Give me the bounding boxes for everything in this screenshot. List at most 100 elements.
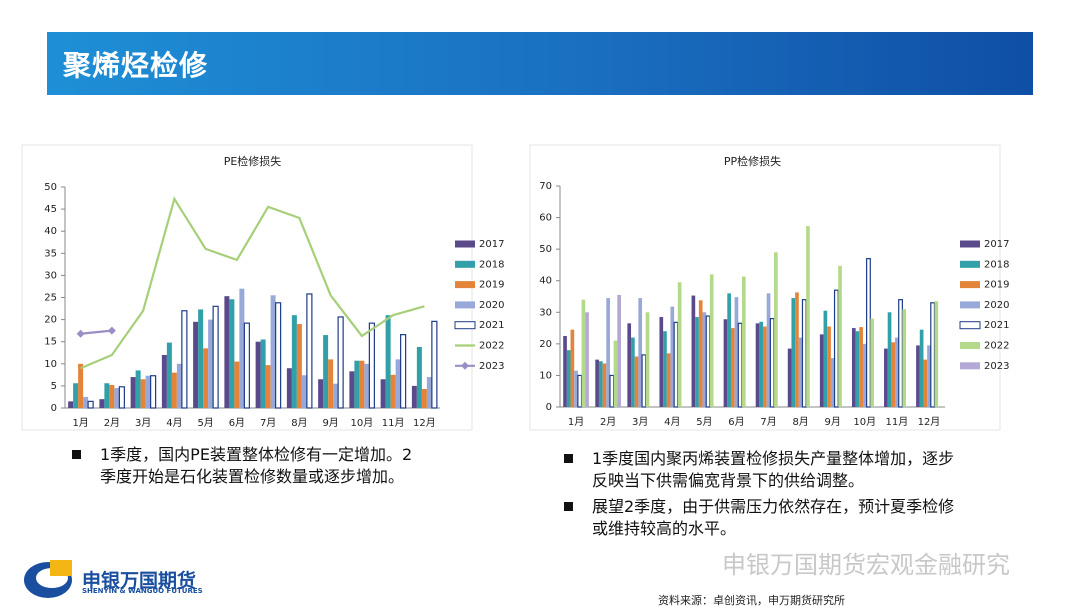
y-tick-label: 0 — [546, 402, 552, 413]
bar — [306, 293, 313, 409]
bar — [171, 372, 177, 408]
x-tick-label: 2月 — [104, 417, 120, 429]
y-tick-label: 40 — [539, 276, 552, 287]
bar — [916, 345, 920, 407]
bar — [659, 317, 664, 407]
charts: PE检修损失 0 5 10 15 20 25 30 35 40 45 50 1月 2月 3月 4月 5月 6月 7月… — [21, 144, 1009, 431]
bar — [135, 370, 141, 408]
y-tick-label: 10 — [539, 370, 552, 381]
bar — [934, 301, 939, 407]
legend-swatch — [960, 362, 980, 370]
bar — [224, 296, 230, 408]
x-tick-label: 12月 — [413, 417, 436, 429]
marker — [107, 326, 116, 335]
bar — [702, 312, 707, 407]
bar — [574, 370, 578, 407]
x-tick-label: 11月 — [886, 416, 909, 428]
bar — [566, 350, 571, 407]
legend-swatch — [960, 240, 980, 248]
bar — [234, 361, 240, 408]
bar — [919, 329, 924, 407]
bar — [349, 371, 355, 408]
x-tick-label: 7月 — [260, 417, 276, 429]
bar — [563, 335, 567, 407]
bar — [641, 354, 647, 408]
bar — [823, 310, 828, 407]
bar — [577, 374, 583, 408]
legend-swatch — [455, 260, 475, 268]
legend-swatch — [455, 301, 475, 309]
x-tick-label: 1月 — [72, 417, 88, 429]
x-tick-label: 4月 — [664, 416, 680, 428]
bullet-text: 展望2季度，由于供需压力依然存在，预计夏季检修或维持较高的水平。 — [592, 497, 955, 538]
bar — [787, 348, 792, 407]
x-tick-label: 1月 — [568, 416, 584, 428]
bar — [212, 305, 219, 409]
x-tick-label: 3月 — [135, 417, 151, 429]
bar — [68, 401, 74, 408]
chart-title: PP检修损失 — [724, 154, 781, 168]
y-tick-label: 15 — [44, 337, 57, 348]
bar — [243, 322, 250, 409]
bar — [895, 337, 899, 407]
bar — [673, 321, 679, 408]
x-tick-label: 4月 — [166, 417, 182, 429]
bar — [927, 345, 931, 407]
bar — [368, 322, 375, 409]
bar — [161, 354, 167, 408]
bar — [887, 312, 892, 407]
bar — [104, 383, 110, 408]
x-tick-label: 5月 — [696, 416, 712, 428]
chart-title: PE检修损失 — [224, 154, 282, 168]
y-tick-label: 20 — [44, 315, 57, 326]
x-tick-label: 9月 — [825, 416, 841, 428]
bar — [769, 318, 775, 408]
x-tick-label: 5月 — [197, 417, 213, 429]
bar — [602, 363, 607, 407]
bar — [801, 299, 807, 408]
x-tick-label: 8月 — [792, 416, 808, 428]
source: 资料来源：卓创资讯，申万期货研究所 — [658, 594, 845, 607]
y-tick-label: 10 — [44, 359, 57, 370]
header-banner: 聚烯烃检修 — [47, 32, 1033, 95]
bar — [390, 374, 396, 408]
bar — [709, 274, 714, 407]
y-tick-label: 50 — [539, 244, 552, 255]
bar — [663, 331, 667, 407]
bar — [741, 276, 746, 407]
bar — [87, 400, 94, 409]
bar — [691, 295, 696, 407]
bar — [631, 337, 635, 407]
x-tick-label: 10月 — [351, 417, 374, 429]
legend-swatch — [461, 361, 469, 370]
bar — [727, 293, 731, 407]
bar — [923, 359, 928, 407]
y-tick-label: 5 — [51, 381, 57, 392]
bar — [130, 377, 136, 408]
bar — [359, 360, 365, 408]
bar — [627, 323, 632, 407]
bar — [270, 295, 276, 408]
bar — [581, 299, 586, 407]
y-tick-label: 20 — [539, 339, 552, 350]
slide-title: 聚烯烃检修 — [63, 49, 209, 82]
bar — [666, 353, 671, 407]
legend-swatch — [960, 260, 980, 268]
legend-swatch — [455, 281, 475, 289]
x-tick-label: 3月 — [632, 416, 648, 428]
bar — [176, 363, 182, 408]
x-tick-label: 11月 — [382, 417, 405, 429]
bar — [296, 324, 302, 408]
legend-swatch — [960, 301, 980, 309]
bar — [705, 315, 711, 408]
y-tick-label: 40 — [44, 226, 57, 237]
bar — [421, 388, 427, 408]
bullet: 1季度国内聚丙烯装置检修损失产量整体增加，逐步反映当下供需偏宽背景下的供给调整。 — [564, 448, 967, 492]
bar — [73, 383, 79, 408]
line — [80, 196, 425, 370]
bar — [833, 289, 839, 408]
bar — [638, 298, 643, 407]
bar — [763, 326, 767, 407]
bar — [791, 298, 796, 407]
